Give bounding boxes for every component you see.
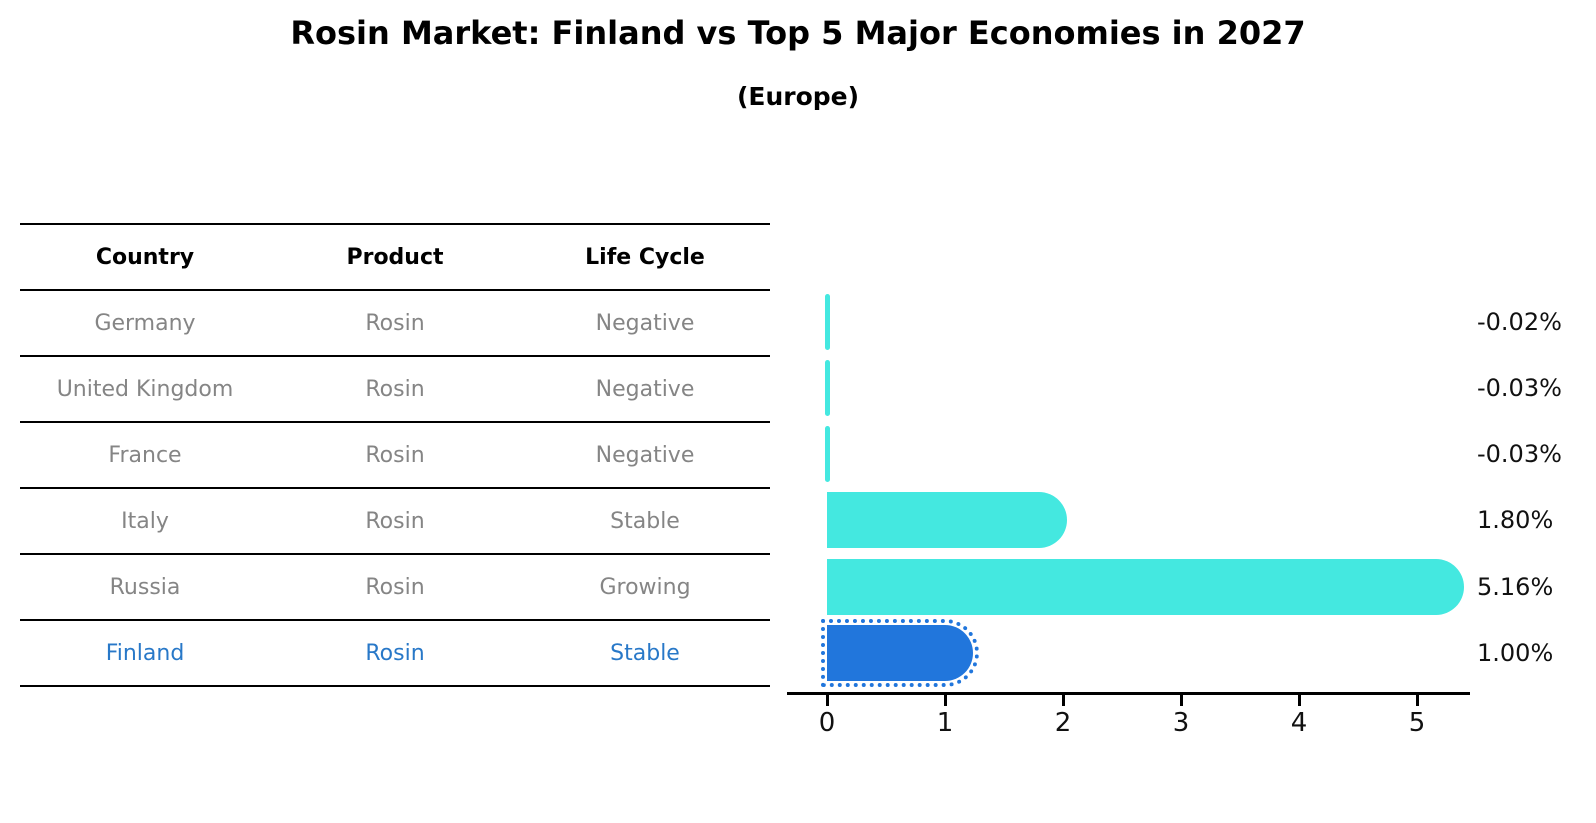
x-tick-0 bbox=[825, 695, 829, 706]
cell-lifecycle: Growing bbox=[599, 574, 691, 600]
bar-finland bbox=[821, 619, 979, 687]
chart-title: Rosin Market: Finland vs Top 5 Major Eco… bbox=[290, 14, 1306, 52]
x-tick-label-4: 4 bbox=[1290, 708, 1308, 738]
value-label-united-kingdom: -0.03% bbox=[1477, 374, 1562, 402]
x-tick-label-2: 2 bbox=[1054, 708, 1072, 738]
value-label-italy: 1.80% bbox=[1477, 506, 1554, 534]
table-row-germany: Germany Rosin Negative bbox=[20, 291, 770, 357]
cell-lifecycle: Negative bbox=[595, 442, 695, 468]
cell-country: Russia bbox=[109, 574, 181, 600]
header-lifecycle: Life Cycle bbox=[585, 244, 705, 270]
bar-france bbox=[825, 426, 830, 482]
cell-product: Rosin bbox=[365, 640, 425, 666]
x-tick-label-0: 0 bbox=[818, 708, 836, 738]
x-tick-5 bbox=[1415, 695, 1419, 706]
x-tick-2 bbox=[1061, 695, 1065, 706]
cell-product: Rosin bbox=[365, 310, 425, 336]
x-tick-label-3: 3 bbox=[1172, 708, 1190, 738]
cell-product: Rosin bbox=[365, 376, 425, 402]
cell-country: Finland bbox=[105, 640, 185, 666]
bar-germany bbox=[825, 294, 830, 350]
cell-country: United Kingdom bbox=[56, 376, 234, 402]
x-tick-label-1: 1 bbox=[936, 708, 954, 738]
value-label-finland: 1.00% bbox=[1477, 639, 1554, 667]
chart-subtitle: (Europe) bbox=[736, 82, 860, 111]
table-header-row: Country Product Life Cycle bbox=[20, 223, 770, 291]
value-label-france: -0.03% bbox=[1477, 440, 1562, 468]
cell-lifecycle: Stable bbox=[610, 508, 680, 534]
table-row-finland: Finland Rosin Stable bbox=[20, 621, 770, 687]
value-label-russia: 5.16% bbox=[1477, 573, 1554, 601]
bar-italy bbox=[827, 492, 1068, 548]
cell-lifecycle: Stable bbox=[610, 640, 680, 666]
x-tick-3 bbox=[1179, 695, 1183, 706]
cell-country: Italy bbox=[121, 508, 169, 534]
cell-product: Rosin bbox=[365, 442, 425, 468]
value-label-germany: -0.02% bbox=[1477, 308, 1562, 336]
cell-country: France bbox=[108, 442, 182, 468]
cell-product: Rosin bbox=[365, 508, 425, 534]
bar-united-kingdom bbox=[825, 360, 830, 416]
header-product: Product bbox=[346, 244, 444, 270]
x-tick-1 bbox=[943, 695, 947, 706]
x-tick-label-5: 5 bbox=[1408, 708, 1426, 738]
cell-lifecycle: Negative bbox=[595, 310, 695, 336]
table-row-italy: Italy Rosin Stable bbox=[20, 489, 770, 555]
x-tick-4 bbox=[1297, 695, 1301, 706]
x-axis-line bbox=[787, 692, 1470, 695]
table-row-united-kingdom: United Kingdom Rosin Negative bbox=[20, 357, 770, 423]
header-country: Country bbox=[95, 244, 195, 270]
table-row-russia: Russia Rosin Growing bbox=[20, 555, 770, 621]
country-table: Country Product Life Cycle Germany Rosin… bbox=[20, 223, 770, 687]
cell-country: Germany bbox=[94, 310, 196, 336]
cell-lifecycle: Negative bbox=[595, 376, 695, 402]
bar-russia bbox=[827, 559, 1464, 615]
cell-product: Rosin bbox=[365, 574, 425, 600]
table-row-france: France Rosin Negative bbox=[20, 423, 770, 489]
